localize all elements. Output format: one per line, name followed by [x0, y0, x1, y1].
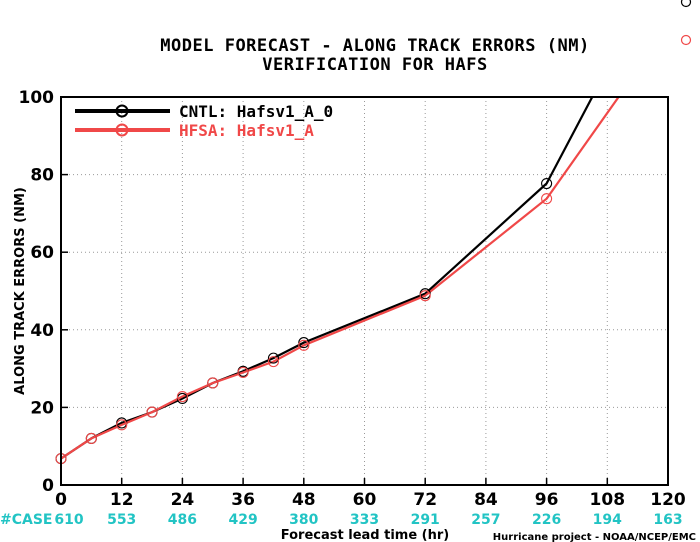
legend-swatch-marker: [115, 123, 129, 137]
x-tick-label: 84: [474, 490, 498, 510]
case-count: 610: [54, 512, 83, 528]
chart-subtitle: VERIFICATION FOR HAFS: [262, 55, 487, 75]
x-tick-label: 108: [590, 490, 626, 510]
data-point: [419, 290, 431, 302]
corner-circle-icon: [680, 34, 692, 46]
y-tick-label: 80: [30, 166, 54, 186]
data-point: [146, 406, 158, 418]
corner-circle-icon: [680, 0, 692, 8]
legend-label: HFSA: Hafsv1_A: [179, 121, 314, 140]
marker-group: [55, 177, 553, 465]
case-count-row: #CASE 610 553 486 429 380 333 291 257 226 194 163: [0, 512, 683, 528]
case-count: 257: [471, 512, 500, 528]
case-count: 380: [289, 512, 318, 528]
x-tick-label: 96: [535, 490, 559, 510]
case-count: 194: [593, 512, 622, 528]
x-tick-label: 24: [171, 490, 195, 510]
case-count: 163: [653, 512, 682, 528]
data-point: [207, 377, 219, 389]
data-point: [237, 366, 249, 379]
chart-title: MODEL FORECAST - ALONG TRACK ERRORS (NM): [160, 36, 589, 56]
y-tick-label: 40: [30, 321, 54, 341]
y-tick-label: 20: [30, 398, 54, 418]
data-point: [267, 356, 280, 368]
case-count: 333: [350, 512, 379, 528]
data-point: [298, 337, 310, 349]
y-tick-label: 0: [42, 476, 54, 496]
credit-text: Hurricane project - NOAA/NCEP/EMC: [493, 532, 696, 542]
corner-marker-icons: [680, 0, 692, 46]
case-count: 553: [107, 512, 136, 528]
case-count: 226: [532, 512, 561, 528]
data-point: [267, 352, 280, 364]
case-count: 429: [228, 512, 257, 528]
x-tick-label: 72: [413, 490, 437, 510]
x-tick-label: 120: [650, 490, 686, 510]
data-point: [541, 177, 553, 190]
case-count: 291: [411, 512, 440, 528]
legend-swatch-marker: [115, 104, 129, 118]
data-point: [85, 432, 97, 444]
x-tick-label: 60: [353, 490, 377, 510]
x-tick-label: 0: [55, 490, 67, 510]
data-point: [298, 339, 310, 351]
y-tick-label: 60: [30, 243, 54, 263]
case-count: 486: [168, 512, 197, 528]
x-tick-labels: 0 12 24 36 48 60 72 84 96 108 120: [55, 478, 686, 510]
data-point: [541, 193, 553, 205]
series-line: [61, 97, 620, 460]
data-point: [176, 390, 188, 403]
y-tick-label: 100: [19, 88, 55, 108]
y-tick-labels: 0 20 40 60 80 100: [19, 88, 68, 496]
x-tick-label: 36: [231, 490, 255, 510]
data-point: [116, 419, 128, 431]
x-axis-label: Forecast lead time (hr): [281, 528, 449, 542]
x-tick-label: 12: [110, 490, 134, 510]
x-tick-label: 48: [292, 490, 316, 510]
legend-label: CNTL: Hafsv1_A_0: [179, 102, 333, 121]
case-label: #CASE: [0, 512, 53, 528]
y-axis-label: ALONG TRACK ERRORS (NM): [13, 187, 28, 395]
grid-lines: [61, 97, 668, 485]
